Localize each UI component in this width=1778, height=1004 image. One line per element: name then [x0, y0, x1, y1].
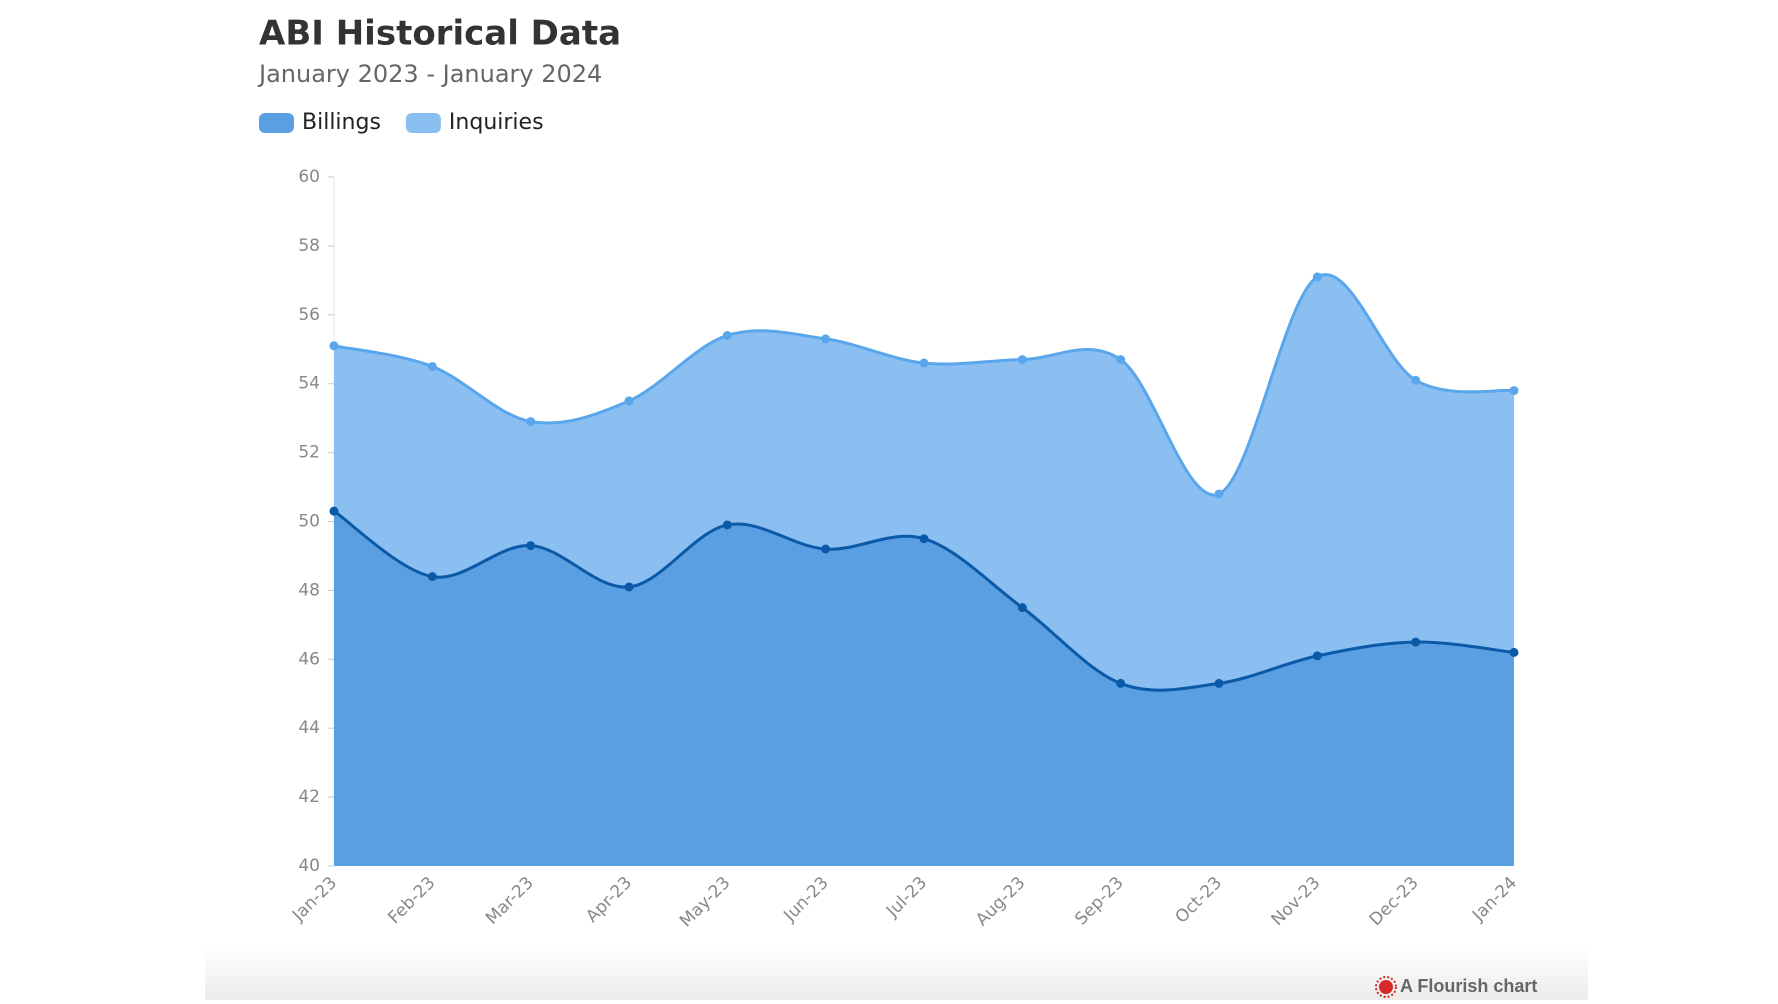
plot-area: 40 42 44 46 48 50 52 54 56 58 60 Jan-23 Feb-23 Mar-23…	[288, 167, 1521, 931]
legend-label: Inquiries	[449, 110, 544, 135]
point	[329, 506, 339, 516]
point	[427, 572, 437, 582]
y-tick-label: 42	[298, 787, 320, 807]
point	[1411, 637, 1421, 647]
point	[526, 541, 536, 551]
point	[1214, 489, 1224, 499]
point	[1509, 386, 1519, 396]
y-tick-label: 54	[298, 374, 320, 394]
x-tick-label: Feb-23	[384, 873, 439, 928]
point	[1214, 678, 1224, 688]
y-tick-label: 48	[298, 580, 320, 600]
point	[1017, 603, 1027, 613]
area-fill	[334, 511, 1514, 866]
x-tick-label: Jul-23	[882, 873, 931, 922]
y-tick-label: 56	[298, 305, 320, 325]
x-tick-label: Dec-23	[1366, 873, 1423, 930]
y-tick-label: 58	[298, 236, 320, 256]
point	[1312, 272, 1322, 282]
point	[722, 330, 732, 340]
y-tick-label: 60	[298, 167, 320, 187]
point	[526, 417, 536, 427]
point	[1411, 375, 1421, 385]
legend-swatch	[405, 113, 441, 133]
point	[919, 534, 929, 544]
footer-logo	[1375, 976, 1397, 998]
x-tick-label: Sep-23	[1071, 873, 1127, 929]
point	[1509, 647, 1519, 657]
y-tick-label: 50	[298, 512, 320, 532]
point	[329, 341, 339, 351]
x-tick-label: Mar-23	[482, 873, 538, 929]
x-tick-label: May-23	[676, 873, 734, 931]
footer-band	[205, 945, 1588, 1000]
point	[821, 334, 831, 344]
point	[1017, 355, 1027, 365]
x-tick-label: Jan-24	[1468, 873, 1521, 926]
point	[1116, 678, 1126, 688]
point	[919, 358, 929, 368]
x-tick-label: Apr-23	[582, 873, 636, 927]
point	[821, 544, 831, 554]
point	[1116, 355, 1126, 365]
point	[722, 520, 732, 530]
y-tick-label: 46	[298, 649, 320, 669]
x-tick-label: Jun-23	[779, 873, 832, 926]
point	[1312, 651, 1322, 661]
chart-subtitle: January 2023 - January 2024	[257, 60, 602, 88]
y-tick-label: 52	[298, 443, 320, 463]
point	[624, 582, 634, 592]
chart-title: ABI Historical Data	[259, 14, 621, 54]
point	[427, 361, 437, 371]
y-tick-label: 40	[298, 856, 320, 876]
x-tick-label: Nov-23	[1267, 873, 1324, 930]
x-tick-label: Aug-23	[972, 873, 1029, 930]
x-tick-label: Oct-23	[1172, 873, 1227, 928]
y-tick-label: 44	[298, 718, 320, 738]
legend-label: Billings	[302, 110, 381, 135]
legend-swatch	[259, 113, 294, 133]
point	[624, 396, 634, 406]
footer-credit: A Flourish chart	[1400, 976, 1537, 996]
legend: Billings Inquiries	[259, 110, 544, 135]
x-tick-label: Jan-23	[288, 873, 341, 926]
